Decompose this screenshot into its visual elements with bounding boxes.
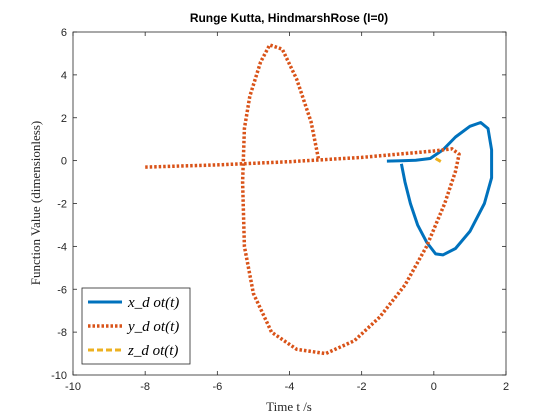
x-tick-label: 2 xyxy=(503,381,509,393)
y-tick-label: -4 xyxy=(57,241,67,253)
x-tick-label: -8 xyxy=(140,381,150,393)
axis-ticks: -10 -8 -6 -4 -2 0 2 -10 -8 -6 -4 -2 0 2 4 6 xyxy=(51,27,509,393)
x-axis-label: Time t /s xyxy=(266,399,312,414)
y-tick-label: -2 xyxy=(57,199,67,211)
x-tick-label: 0 xyxy=(431,381,437,393)
chart-title: Runge Kutta, HindmarshRose (I=0) xyxy=(190,11,388,25)
x-tick-label: -10 xyxy=(65,381,81,393)
y-axis-label: Function Value (dimensionless) xyxy=(28,121,43,285)
y-tick-label: -6 xyxy=(57,284,67,296)
y-tick-label: 6 xyxy=(61,27,67,39)
series-line-3 xyxy=(434,157,442,163)
series-group xyxy=(145,43,494,356)
y-tick-label: -8 xyxy=(57,327,67,339)
x-tick-label: -4 xyxy=(285,381,295,393)
y-tick-label: -10 xyxy=(51,370,67,382)
legend-label-1: x_d ot(t) xyxy=(127,295,179,311)
y-tick-label: 0 xyxy=(61,156,67,168)
legend-label-2: y_d ot(t) xyxy=(126,319,179,335)
x-tick-label: -2 xyxy=(357,381,367,393)
legend: x_d ot(t) y_d ot(t) z_d ot(t) xyxy=(81,287,191,365)
y-tick-label: 2 xyxy=(61,113,67,125)
series-line-1 xyxy=(386,121,494,257)
x-tick-label: -6 xyxy=(212,381,222,393)
y-tick-label: 4 xyxy=(61,70,67,82)
legend-label-3: z_d ot(t) xyxy=(127,343,178,359)
series-line-2 xyxy=(145,43,461,356)
